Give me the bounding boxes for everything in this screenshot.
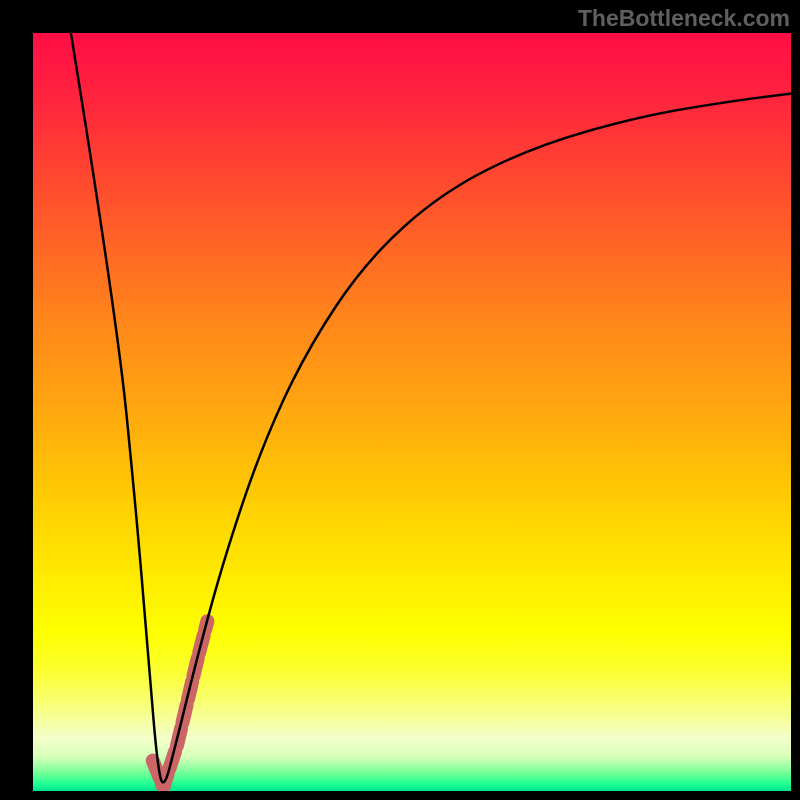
chart-container: TheBottleneck.com: [0, 0, 800, 800]
watermark-text: TheBottleneck.com: [578, 5, 790, 32]
plot-area: [33, 33, 791, 791]
x-axis-border: [0, 791, 800, 800]
bottleneck-curve: [71, 33, 791, 782]
y-axis-border: [0, 0, 33, 800]
curve-layer: [33, 33, 791, 791]
